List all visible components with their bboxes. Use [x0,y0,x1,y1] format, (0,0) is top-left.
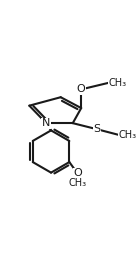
Text: CH₃: CH₃ [68,178,87,188]
Text: CH₃: CH₃ [119,130,137,140]
Text: N: N [42,118,50,128]
Text: O: O [73,168,82,178]
Text: CH₃: CH₃ [109,78,127,88]
Text: O: O [77,84,86,94]
Text: S: S [93,124,101,134]
